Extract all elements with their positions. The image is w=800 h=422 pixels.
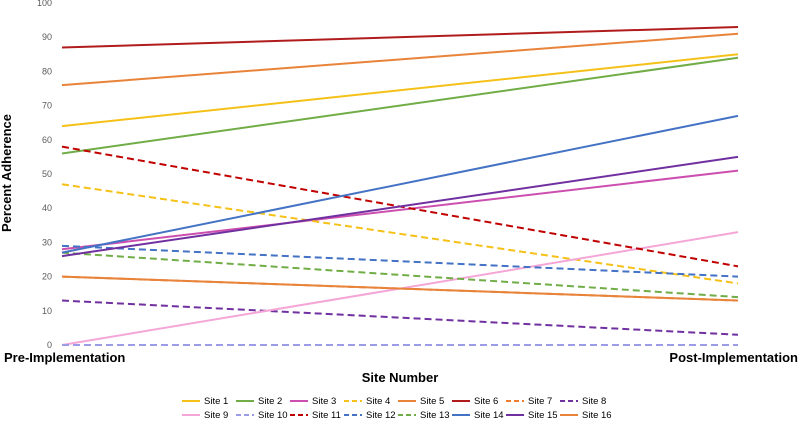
legend-label: Site 6 [474,396,498,407]
y-tick-label: 20 [42,272,52,282]
legend-label: Site 5 [420,396,444,407]
y-tick-label: 80 [42,66,52,76]
x-axis-title: Site Number [362,370,439,385]
legend-item: Site 16 [560,410,612,421]
legend-item: Site 12 [344,410,396,421]
series-line-15 [61,155,739,258]
y-tick-label: 0 [47,340,52,350]
series-line-2 [61,56,739,155]
series-line-8 [61,299,739,336]
y-axis-title: Percent Adherence [0,114,14,232]
series-line-5 [61,32,739,87]
legend-item: Site 7 [506,396,552,407]
series-line-1 [61,53,739,128]
legend-label: Site 8 [582,396,606,407]
legend-label: Site 16 [582,410,612,421]
legend-item: Site 13 [398,410,450,421]
legend-label: Site 4 [366,396,390,407]
legend-item: Site 15 [506,410,558,421]
legend-item: Site 14 [452,410,504,421]
y-tick-label: 10 [42,306,52,316]
legend-item: Site 1 [182,396,228,407]
legend-label: Site 14 [474,410,504,421]
legend-item: Site 10 [236,410,288,421]
legend-label: Site 15 [528,410,558,421]
legend-label: Site 12 [366,410,396,421]
legend-item: Site 8 [560,396,606,407]
series-lines [61,25,739,346]
legend-item: Site 3 [290,396,336,407]
legend-item: Site 11 [290,410,341,421]
legend-label: Site 7 [528,396,552,407]
series-line-13 [61,251,739,299]
y-tick-label: 30 [42,237,52,247]
y-tick-label: 40 [42,203,52,213]
series-line-14 [61,114,739,254]
legend-label: Site 13 [420,410,450,421]
legend-item: Site 2 [236,396,282,407]
series-line-6 [61,25,739,49]
legend-item: Site 9 [182,410,228,421]
x-tick-label-post: Post-Implementation [669,350,798,365]
legend-label: Site 9 [204,410,228,421]
y-axis-ticks: 0 10 20 30 40 50 60 70 80 90 100 [37,0,52,350]
series-line-12 [61,244,739,278]
legend-label: Site 11 [312,410,341,421]
x-tick-label-pre: Pre-Implementation [4,350,125,365]
series-line-4 [61,183,739,285]
legend-label: Site 10 [258,410,288,421]
y-tick-label: 90 [42,32,52,42]
series-line-16 [61,275,739,302]
legend-label: Site 3 [312,396,336,407]
y-tick-label: 70 [42,101,52,111]
legend-label: Site 1 [204,396,228,407]
series-line-3 [61,169,739,251]
y-tick-label: 60 [42,135,52,145]
legend-item: Site 4 [344,396,390,407]
legend: Site 1 Site 2 Site 3 Site 4 Site 5 Site 6 Site… [182,396,612,421]
legend-item: Site 5 [398,396,444,407]
y-tick-label: 100 [37,0,52,8]
legend-label: Site 2 [258,396,282,407]
legend-item: Site 6 [452,396,498,407]
y-tick-label: 50 [42,169,52,179]
